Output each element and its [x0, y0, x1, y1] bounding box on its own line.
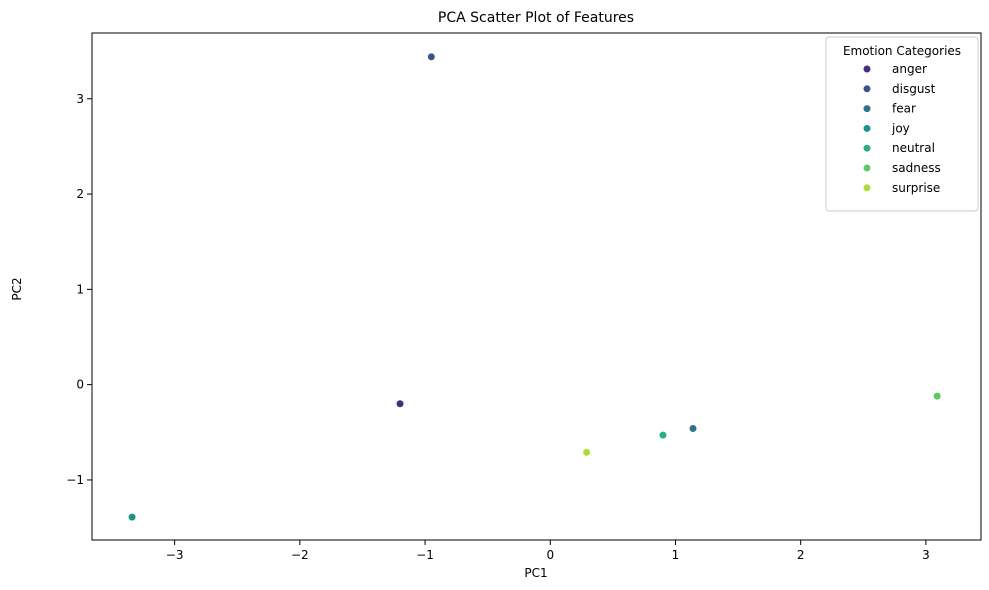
y-tick-label: 0 — [76, 378, 84, 392]
data-point-surprise — [582, 448, 591, 457]
x-tick-label: −3 — [166, 548, 184, 562]
data-point-joy — [127, 513, 137, 522]
x-tick-label: 0 — [546, 548, 554, 562]
y-tick-label: 2 — [76, 187, 84, 201]
legend-label-surprise: surprise — [892, 181, 940, 195]
data-point-disgust — [427, 52, 436, 61]
legend-marker-anger — [862, 64, 872, 74]
legend: Emotion Categories anger disgust fear joy ne… — [825, 36, 979, 212]
legend-label-fear: fear — [892, 102, 916, 116]
y-axis-label: PC2 — [10, 277, 24, 300]
x-axis-label: PC1 — [524, 566, 547, 580]
legend-label-neutral: neutral — [892, 141, 935, 155]
data-point-sadness — [933, 391, 942, 401]
legend-label-sadness: sadness — [892, 161, 941, 175]
legend-marker-fear — [862, 104, 872, 113]
legend-label-joy: joy — [891, 121, 910, 135]
legend-marker-surprise — [862, 183, 872, 192]
chart-title: PCA Scatter Plot of Features — [438, 10, 634, 26]
legend-marker-disgust — [862, 84, 872, 93]
plot-area: −3 −2 −1 0 1 2 3 −1 0 1 2 3 — [66, 32, 982, 562]
y-tick-label: 3 — [76, 92, 84, 106]
legend-items: anger disgust fear joy neutral sadness surpris… — [862, 62, 941, 195]
legend-marker-neutral — [862, 144, 872, 153]
legend-marker-joy — [862, 124, 872, 133]
data-point-anger — [395, 399, 405, 408]
plot-frame — [91, 32, 982, 541]
x-tick-label: −1 — [416, 548, 434, 562]
legend-label-anger: anger — [892, 62, 927, 76]
legend-title: Emotion Categories — [843, 44, 961, 58]
data-point-neutral — [658, 431, 668, 440]
x-tick-label: 2 — [797, 548, 805, 562]
y-tick-label: 1 — [76, 282, 84, 296]
legend-label-disgust: disgust — [892, 82, 936, 96]
data-point-fear — [688, 424, 698, 433]
x-tick-label: 1 — [672, 548, 680, 562]
x-tick-label: −2 — [291, 548, 309, 562]
y-tick-label: −1 — [66, 473, 84, 487]
x-tick-label: 3 — [922, 548, 930, 562]
legend-marker-sadness — [862, 163, 872, 173]
